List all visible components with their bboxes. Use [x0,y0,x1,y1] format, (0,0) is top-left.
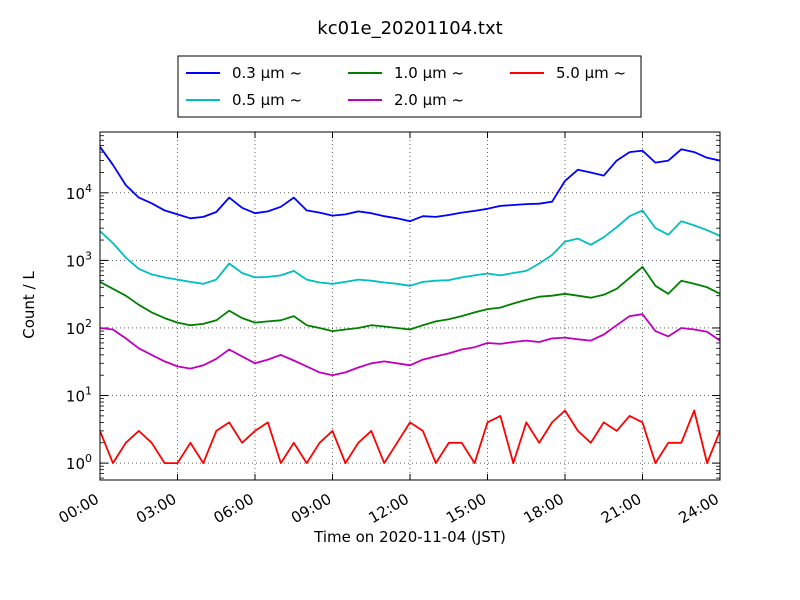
series-line-3 [100,313,720,377]
legend-label: 0.3 μm ~ [232,64,302,82]
y-tick-exponent: 2 [85,317,92,330]
y-tick-exponent: 0 [85,452,92,465]
y-tick-label: 100 [66,452,92,473]
x-tick-label: 12:00 [366,490,412,527]
x-tick-label: 18:00 [521,490,567,527]
y-tick-base: 10 [66,252,85,270]
legend-box [177,55,642,118]
y-tick-base: 10 [66,388,85,406]
x-tick-label: 09:00 [288,490,334,527]
x-tick-label: 06:00 [211,490,257,527]
y-tick-exponent: 3 [85,249,92,262]
y-tick-exponent: 4 [85,182,92,195]
y-tick-label: 104 [66,182,92,203]
legend-label: 2.0 μm ~ [394,91,464,109]
y-tick-base: 10 [66,320,85,338]
x-tick-label: 03:00 [133,490,179,527]
y-tick-label: 103 [66,249,92,270]
axes-frame [99,131,721,481]
y-tick-exponent: 1 [85,385,92,398]
y-tick-base: 10 [66,185,85,203]
series-lines [100,146,720,465]
x-tick-label: 15:00 [443,490,489,527]
legend-label: 1.0 μm ~ [394,64,464,82]
series-line-0 [100,146,720,223]
chart-title: kc01e_20201104.txt [317,18,503,39]
x-axis-label: Time on 2020-11-04 (JST) [314,528,506,546]
legend-label: 5.0 μm ~ [556,64,626,82]
legend-label: 0.5 μm ~ [232,91,302,109]
x-tick-label: 24:00 [676,490,722,527]
y-axis-label: Count / L [20,271,38,339]
y-tick-label: 101 [66,385,92,406]
series-line-4 [100,409,720,465]
series-line-2 [100,265,720,333]
series-line-1 [100,209,720,287]
x-tick-label: 00:00 [56,490,102,527]
x-tick-label: 21:00 [598,490,644,527]
y-tick-label: 102 [66,317,92,338]
y-tick-base: 10 [66,455,85,473]
